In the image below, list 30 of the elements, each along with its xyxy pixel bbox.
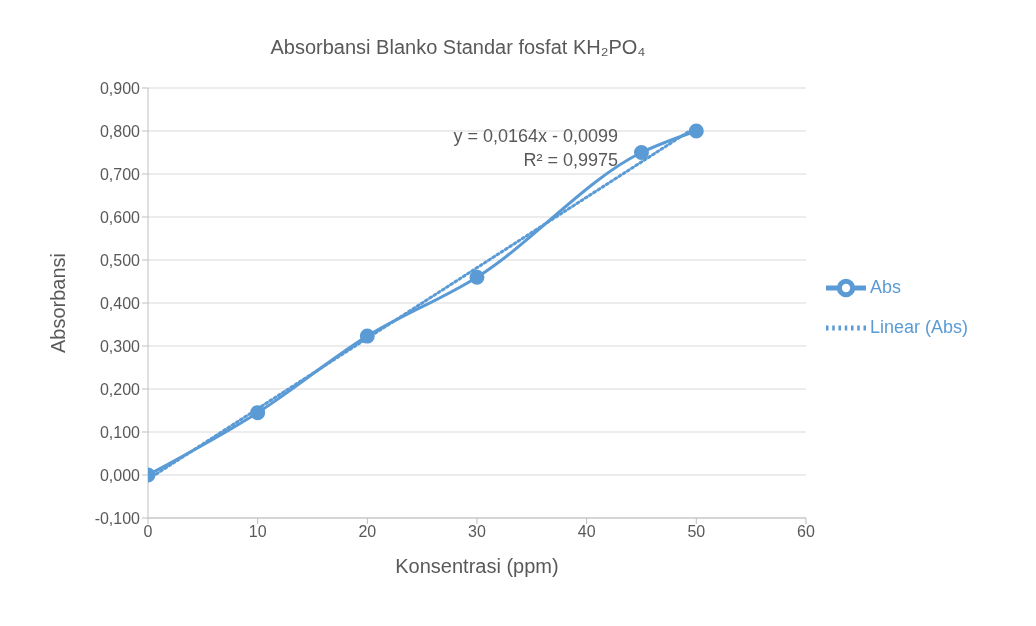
point bbox=[359, 328, 375, 344]
x-tick-label: 40 bbox=[577, 523, 596, 541]
legend-label: Linear (Abs) bbox=[869, 316, 968, 337]
y-tick-label: 0,200 bbox=[99, 380, 141, 398]
y-axis-title: Absorbansi bbox=[47, 252, 70, 354]
point bbox=[688, 123, 704, 139]
y-tick-label: 0,900 bbox=[99, 79, 141, 97]
y-tick-label: 0,400 bbox=[99, 294, 141, 312]
x-tick-label: 0 bbox=[143, 523, 153, 541]
x-tick-label: 60 bbox=[797, 523, 815, 541]
point bbox=[633, 145, 649, 160]
y-tick-label: 0,300 bbox=[99, 337, 141, 355]
y-tick-label: -0,100 bbox=[94, 509, 141, 527]
y-tick-label: 0,600 bbox=[99, 208, 141, 226]
legend-label: Abs bbox=[869, 276, 901, 297]
x-tick-label: 20 bbox=[358, 523, 377, 541]
y-tick-label: 0,100 bbox=[99, 423, 141, 441]
x-tick-label: 50 bbox=[687, 523, 706, 541]
annotation: R² = 0,9975 bbox=[523, 150, 618, 171]
point bbox=[250, 405, 266, 421]
y-tick-label: 0,700 bbox=[99, 165, 141, 183]
annotation: y = 0,0164x - 0,0099 bbox=[453, 126, 618, 147]
y-tick-label: 0,500 bbox=[99, 251, 141, 269]
y-tick-label: 0,000 bbox=[99, 466, 141, 484]
point bbox=[469, 269, 485, 285]
chart-title: Absorbansi Blanko Standar fosfat KH₂PO₄ bbox=[269, 36, 647, 59]
x-tick-label: 10 bbox=[248, 523, 267, 541]
x-axis-title: Konsentrasi (ppm) bbox=[395, 555, 559, 577]
y-tick-label: 0,800 bbox=[99, 122, 141, 140]
x-tick-label: 30 bbox=[468, 523, 486, 541]
